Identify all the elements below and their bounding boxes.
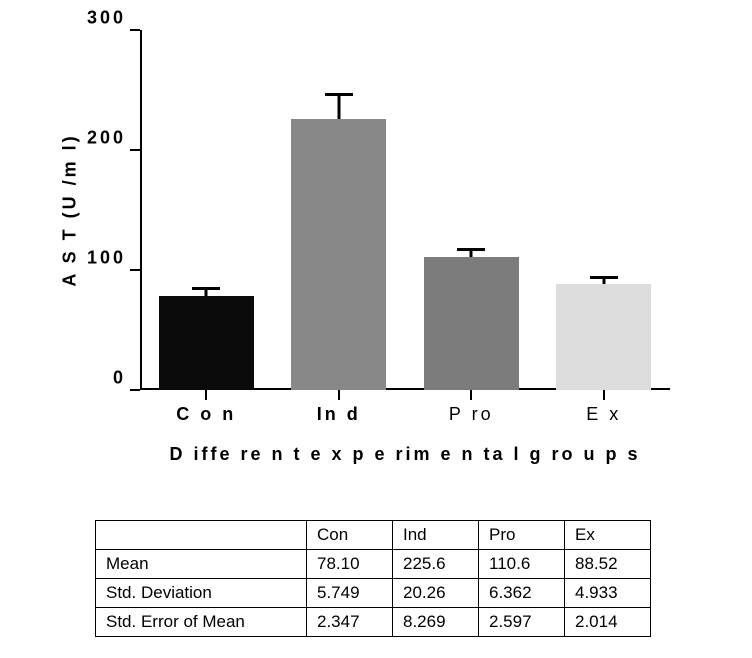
- bar: [291, 119, 386, 390]
- table-row: Mean78.10225.6110.688.52: [96, 550, 651, 579]
- x-tick-label: P ro: [449, 404, 494, 425]
- error-bar-cap: [192, 287, 220, 290]
- table-cell: 6.362: [479, 579, 565, 608]
- bar-group: [159, 30, 254, 390]
- table-row: Std. Deviation5.74920.266.3624.933: [96, 579, 651, 608]
- y-tick: [130, 389, 140, 391]
- table-cell: 5.749: [307, 579, 393, 608]
- stats-table: Con Ind Pro Ex Mean78.10225.6110.688.52S…: [95, 520, 651, 637]
- table-col-header: Con: [307, 521, 393, 550]
- table-row-label: Std. Deviation: [96, 579, 307, 608]
- table-cell: 2.597: [479, 608, 565, 637]
- table-corner-cell: [96, 521, 307, 550]
- x-tick: [603, 390, 605, 400]
- bar: [424, 257, 519, 390]
- table-cell: 2.014: [565, 608, 651, 637]
- y-tick: [130, 149, 140, 151]
- x-tick-label: C o n: [176, 404, 236, 425]
- table-cell: 78.10: [307, 550, 393, 579]
- y-tick: [130, 29, 140, 31]
- table-col-header: Ex: [565, 521, 651, 550]
- error-bar-cap: [457, 248, 485, 251]
- x-axis-title: D iffe re n t e x p e rim e n ta l g ro …: [169, 444, 640, 465]
- bar: [556, 284, 651, 390]
- figure-container: A S T (U /m l) D iffe re n t e x p e rim…: [0, 0, 752, 658]
- table-cell: 110.6: [479, 550, 565, 579]
- table-row-label: Std. Error of Mean: [96, 608, 307, 637]
- y-axis-title: A S T (U /m l): [60, 133, 81, 286]
- x-tick-label: E x: [586, 404, 621, 425]
- bar-group: [556, 30, 651, 390]
- y-tick-label: 300: [87, 8, 126, 29]
- y-tick-label: 100: [87, 248, 126, 269]
- table-cell: 225.6: [393, 550, 479, 579]
- x-tick: [205, 390, 207, 400]
- y-tick-label: 0: [113, 368, 126, 389]
- plot-area: A S T (U /m l) D iffe re n t e x p e rim…: [140, 30, 670, 390]
- table-cell: 20.26: [393, 579, 479, 608]
- ast-bar-chart: A S T (U /m l) D iffe re n t e x p e rim…: [60, 10, 700, 470]
- error-bar-stem: [470, 250, 473, 258]
- table-cell: 4.933: [565, 579, 651, 608]
- table-col-header: Ind: [393, 521, 479, 550]
- y-tick-label: 200: [87, 128, 126, 149]
- y-tick: [130, 269, 140, 271]
- table-cell: 2.347: [307, 608, 393, 637]
- table-cell: 88.52: [565, 550, 651, 579]
- table-header-row: Con Ind Pro Ex: [96, 521, 651, 550]
- error-bar-cap: [325, 93, 353, 96]
- x-tick: [470, 390, 472, 400]
- error-bar-stem: [337, 95, 340, 119]
- table-row-label: Mean: [96, 550, 307, 579]
- x-tick: [338, 390, 340, 400]
- error-bar-stem: [205, 289, 208, 296]
- table-cell: 8.269: [393, 608, 479, 637]
- bar-group: [291, 30, 386, 390]
- bar-group: [424, 30, 519, 390]
- y-axis-line: [140, 30, 142, 390]
- x-tick-label: In d: [317, 404, 361, 425]
- error-bar-cap: [590, 276, 618, 279]
- bar: [159, 296, 254, 390]
- table-row: Std. Error of Mean2.3478.2692.5972.014: [96, 608, 651, 637]
- table-col-header: Pro: [479, 521, 565, 550]
